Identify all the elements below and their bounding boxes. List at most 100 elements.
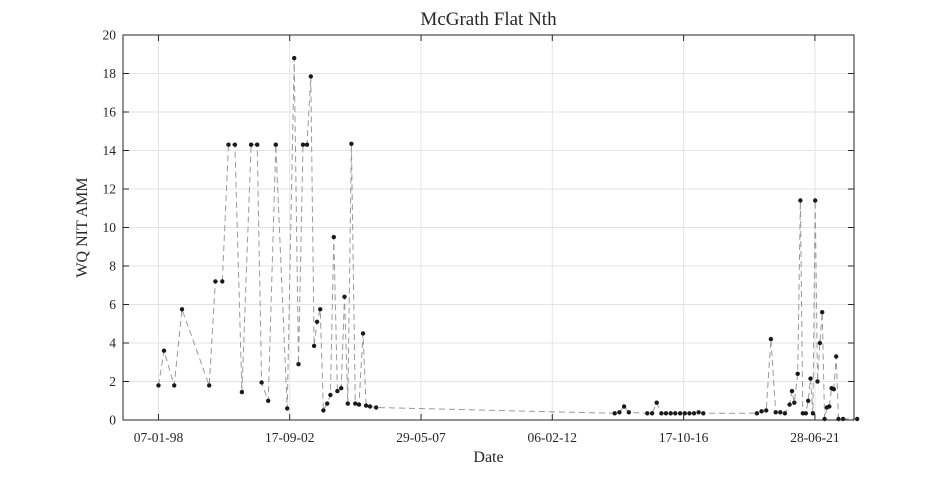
data-point (701, 411, 706, 416)
y-tick-label: 18 (103, 66, 117, 81)
series-lines (158, 58, 858, 420)
data-point (259, 380, 264, 385)
data-point (820, 310, 825, 315)
data-point (328, 392, 333, 398)
x-tick-label: 17-10-16 (659, 430, 709, 445)
data-point (342, 294, 347, 299)
data-point (335, 388, 340, 394)
y-tick-label: 14 (103, 143, 117, 158)
data-point (773, 410, 778, 415)
x-axis-label: Date (473, 449, 503, 466)
data-point (806, 398, 811, 403)
data-point (621, 404, 627, 409)
data-point (691, 411, 697, 416)
y-axis-label: WQ NIT AMM (74, 177, 91, 277)
data-point (668, 411, 673, 416)
data-point (331, 234, 336, 240)
data-point (815, 379, 820, 384)
y-tick-label: 0 (109, 413, 116, 428)
data-point (161, 348, 167, 353)
data-point (687, 411, 692, 416)
data-point (626, 410, 631, 415)
data-point (318, 307, 323, 312)
data-point (213, 279, 218, 284)
data-point (292, 55, 297, 61)
data-point (308, 74, 313, 79)
data-point (831, 387, 836, 392)
chart-title: McGrath Flat Nth (420, 9, 557, 30)
data-point (803, 411, 808, 416)
data-point (300, 142, 306, 147)
data-point (356, 402, 362, 407)
data-point (768, 336, 774, 342)
data-point (232, 142, 238, 147)
x-tick-label: 07-01-98 (134, 430, 184, 445)
data-point (810, 411, 816, 416)
data-point (349, 141, 354, 146)
data-point (795, 371, 800, 376)
data-point (673, 411, 678, 416)
data-point (179, 307, 185, 312)
x-tick-label: 06-02-12 (528, 430, 578, 445)
data-point (255, 142, 260, 147)
data-point (754, 411, 760, 416)
y-tick-label: 10 (103, 220, 117, 235)
data-point (817, 340, 823, 346)
data-point (778, 410, 783, 415)
data-point (353, 401, 358, 406)
data-point (654, 400, 659, 405)
data-point (207, 383, 212, 388)
y-tick-label: 2 (109, 374, 116, 389)
data-point (367, 404, 373, 409)
series-points (156, 55, 860, 422)
data-point (663, 411, 669, 416)
x-tick-label: 28-06-21 (790, 430, 840, 445)
data-point (239, 389, 245, 395)
data-point (360, 331, 366, 336)
data-point (612, 411, 617, 416)
data-point (792, 400, 797, 405)
x-tick-label: 29-05-07 (396, 430, 446, 445)
data-point (696, 410, 701, 415)
y-tick-label: 4 (109, 336, 116, 351)
data-point (855, 416, 860, 422)
data-point (220, 279, 225, 284)
data-point (325, 401, 330, 406)
data-point (321, 408, 326, 413)
data-point (156, 383, 161, 388)
data-point (248, 142, 254, 147)
data-point (834, 354, 839, 359)
data-point (314, 319, 320, 324)
data-point (172, 383, 177, 388)
data-point (649, 411, 655, 416)
series-line (158, 58, 858, 420)
data-point (659, 411, 664, 416)
data-point (759, 409, 764, 414)
data-point (345, 401, 350, 406)
y-tick-label: 12 (103, 182, 117, 197)
y-tick-label: 16 (103, 105, 117, 120)
data-point (273, 142, 278, 147)
x-tick-label: 17-09-02 (265, 430, 315, 445)
data-point (304, 142, 310, 147)
data-point (789, 388, 795, 394)
y-tick-label: 20 (103, 28, 117, 43)
data-point (226, 142, 231, 147)
data-point (782, 411, 788, 416)
data-point (363, 403, 369, 408)
data-point (266, 398, 271, 403)
axes: 0 2 4 6 8 10 12 14 16 18 20 07-01-98 17-09-02 29-05-0… (103, 28, 854, 445)
data-point (808, 376, 813, 381)
data-point (840, 416, 846, 422)
data-point (787, 402, 792, 407)
plot-frame (122, 34, 855, 421)
data-point (764, 408, 769, 413)
data-point (617, 410, 622, 415)
data-point (374, 405, 379, 410)
y-tick-label: 8 (109, 259, 116, 274)
data-point (311, 343, 317, 349)
data-point (822, 416, 827, 422)
y-tick-label: 6 (109, 297, 116, 312)
